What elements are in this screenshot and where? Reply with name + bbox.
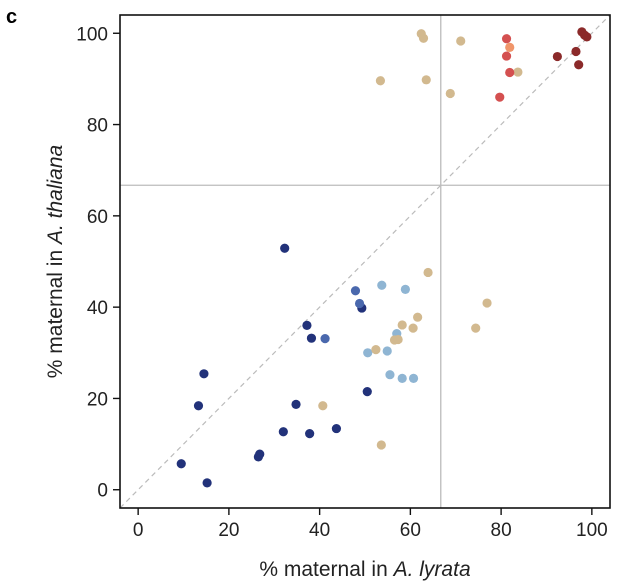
x-tick-label: 80 xyxy=(491,520,512,541)
data-point xyxy=(423,267,433,278)
data-point xyxy=(552,51,562,62)
data-point xyxy=(513,67,523,77)
x-axis-label-species: A. lyrata xyxy=(392,558,471,581)
data-point xyxy=(302,320,312,331)
data-point xyxy=(376,440,386,450)
data-point xyxy=(255,449,265,459)
data-point xyxy=(305,428,315,439)
data-point xyxy=(501,51,512,61)
data-point xyxy=(193,401,204,411)
data-point xyxy=(385,370,395,380)
data-point xyxy=(199,369,209,379)
data-point xyxy=(505,42,515,53)
axis-ticks: 0 20 40 60 80 100 0 20 40 60 80 100 xyxy=(76,24,607,541)
data-point xyxy=(495,92,505,102)
data-point xyxy=(278,427,288,437)
data-point xyxy=(350,286,361,296)
y-tick-label: 60 xyxy=(87,207,108,228)
x-axis-label-prefix: % maternal in xyxy=(259,558,393,581)
plot-frame xyxy=(119,14,611,509)
data-point xyxy=(306,333,317,343)
data-point xyxy=(400,284,410,294)
y-axis-label: % maternal in A. thaliana xyxy=(44,145,67,378)
panel-label: c xyxy=(6,6,18,28)
data-point xyxy=(471,323,481,333)
x-tick-label: 60 xyxy=(400,520,421,541)
data-point xyxy=(393,334,403,345)
data-point xyxy=(354,298,365,309)
reference-lines xyxy=(119,14,611,509)
data-point xyxy=(501,34,512,44)
data-point xyxy=(413,312,423,322)
data-point xyxy=(176,459,186,469)
y-axis-label-species: A. thaliana xyxy=(44,145,67,246)
y-tick-label: 0 xyxy=(97,481,108,502)
data-point xyxy=(571,46,581,57)
x-tick-label: 100 xyxy=(576,520,608,541)
data-point xyxy=(291,399,301,409)
data-point xyxy=(505,67,515,78)
x-axis-label: % maternal in A. lyrata xyxy=(259,558,470,581)
y-tick-label: 40 xyxy=(87,298,108,319)
data-point xyxy=(582,32,592,42)
data-point xyxy=(320,334,330,344)
data-point xyxy=(397,320,407,330)
data-point xyxy=(482,298,492,308)
data-point xyxy=(375,76,386,86)
data-point xyxy=(445,88,455,99)
data-point xyxy=(456,36,466,46)
data-point xyxy=(418,33,429,43)
x-tick-label: 0 xyxy=(133,520,144,541)
data-point xyxy=(382,346,392,356)
diagonal-identity-line xyxy=(119,14,611,509)
y-axis-label-prefix: % maternal in xyxy=(44,244,67,378)
y-tick-label: 100 xyxy=(76,24,108,45)
data-point xyxy=(371,345,381,355)
data-points xyxy=(176,27,592,488)
y-tick-label: 20 xyxy=(87,389,108,410)
data-point xyxy=(318,401,328,411)
y-tick-label: 80 xyxy=(87,116,108,137)
data-point xyxy=(362,386,372,397)
x-tick-label: 20 xyxy=(218,520,239,541)
data-point xyxy=(280,243,290,253)
data-point xyxy=(397,373,407,383)
data-point xyxy=(421,75,431,85)
data-point xyxy=(408,373,419,383)
data-point xyxy=(363,348,373,358)
data-point xyxy=(331,423,342,434)
data-point xyxy=(377,280,387,290)
data-point xyxy=(574,60,584,70)
data-point xyxy=(408,323,418,333)
data-point xyxy=(202,478,212,488)
x-tick-label: 40 xyxy=(309,520,330,541)
